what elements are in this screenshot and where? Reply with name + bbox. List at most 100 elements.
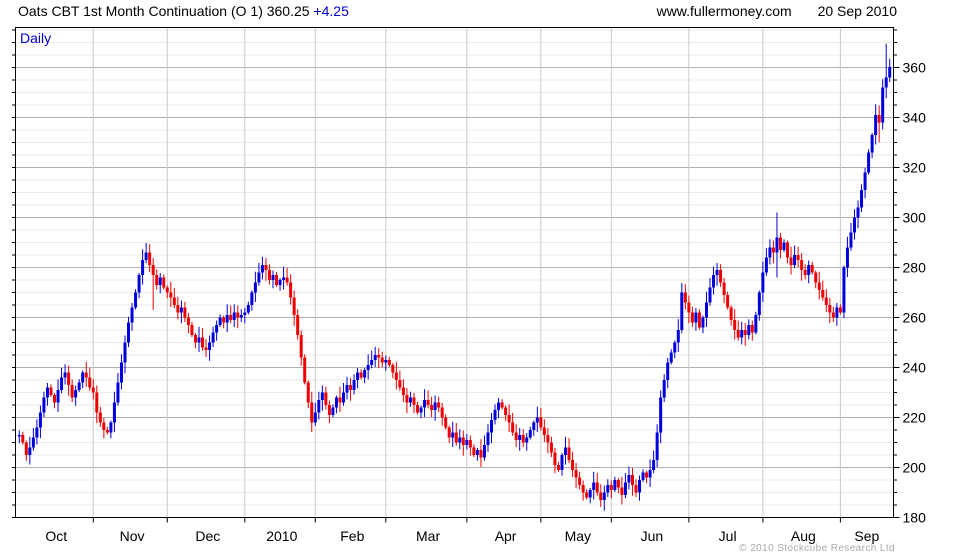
y-axis-label: 260	[903, 310, 927, 326]
price-bar	[585, 489, 589, 500]
price-bar	[729, 305, 733, 326]
price-bar	[454, 423, 458, 446]
x-axis-label: Apr	[495, 528, 517, 544]
price-bar	[821, 280, 825, 301]
x-axis-label: Sep	[854, 528, 879, 544]
plot-border	[15, 27, 894, 518]
price-bar	[123, 335, 127, 374]
price-bar	[652, 450, 656, 474]
price-bar	[197, 326, 201, 352]
price-bar	[306, 380, 310, 409]
y-axis-label: 240	[903, 360, 927, 376]
price-bar	[680, 283, 684, 334]
price-bar	[546, 428, 550, 454]
x-axis-label: 2010	[266, 528, 297, 544]
price-bar	[21, 431, 25, 445]
price-bar	[807, 260, 811, 284]
price-bar	[687, 295, 691, 324]
price-bar	[641, 469, 645, 482]
price-bar	[595, 473, 599, 496]
price-bar	[444, 414, 448, 430]
price-bar	[271, 270, 275, 289]
price-bar	[754, 311, 758, 335]
timeframe-label: Daily	[20, 30, 52, 46]
price-bar	[60, 368, 64, 394]
y-axis-label: 180	[903, 510, 927, 526]
price-bar	[338, 386, 342, 412]
price-bar	[162, 274, 166, 290]
price-bar	[532, 420, 536, 436]
y-axis-label: 200	[903, 460, 927, 476]
price-bar	[507, 404, 511, 432]
price-bar	[377, 348, 381, 369]
price-bar	[38, 405, 42, 439]
price-bar	[17, 430, 21, 444]
price-bar	[630, 468, 634, 496]
price-bar	[638, 475, 642, 501]
price-bar	[514, 424, 518, 447]
price-bar	[341, 383, 345, 406]
x-axis-label: Aug	[791, 528, 816, 544]
price-bar	[856, 200, 860, 229]
price-bar	[356, 368, 360, 389]
price-bar	[215, 320, 219, 341]
x-axis-label: Jul	[719, 528, 737, 544]
price-bar	[257, 263, 261, 286]
price-bar	[331, 404, 335, 417]
price-bar	[127, 316, 131, 347]
price-bar	[112, 391, 116, 432]
price-bar	[426, 390, 430, 409]
price-bar	[119, 354, 123, 390]
price-bar	[88, 368, 92, 391]
price-bar	[877, 105, 881, 143]
price-bar	[49, 384, 53, 397]
price-bar	[232, 304, 236, 327]
price-bar	[31, 428, 35, 451]
price-bars	[17, 43, 892, 511]
price-bar	[458, 429, 462, 450]
month-gridlines	[92, 27, 841, 518]
price-bar	[225, 304, 229, 332]
price-bar	[285, 268, 289, 286]
price-bar	[384, 355, 388, 371]
price-bar	[190, 321, 194, 337]
x-axis-label: May	[565, 528, 591, 544]
price-bar	[165, 285, 169, 299]
x-axis-label: Nov	[120, 528, 145, 544]
price-bar	[578, 471, 582, 490]
price-bar	[236, 305, 240, 329]
price-bar	[282, 266, 286, 290]
price-bar	[359, 369, 363, 380]
price-bar	[634, 479, 638, 497]
price-bar	[313, 403, 317, 426]
price-bar	[387, 356, 391, 367]
price-bar	[134, 289, 138, 310]
price-bar	[743, 323, 747, 346]
price-bar	[317, 391, 321, 420]
price-bar	[278, 278, 282, 291]
price-bar	[243, 308, 247, 324]
price-bar	[884, 43, 888, 99]
price-bar	[370, 350, 374, 369]
price-bar	[116, 373, 120, 406]
price-bar	[490, 413, 494, 444]
price-bar	[391, 363, 395, 379]
price-bar	[796, 246, 800, 267]
price-bar	[525, 433, 529, 451]
price-bar	[394, 361, 398, 390]
price-bar	[567, 438, 571, 464]
price-bar	[553, 448, 557, 474]
price-bar	[701, 315, 705, 334]
price-bar	[556, 461, 560, 472]
price-bar	[574, 463, 578, 489]
price-bar	[380, 351, 384, 367]
price-bar	[186, 313, 190, 334]
price-bar	[415, 401, 419, 415]
price-bar	[179, 300, 183, 324]
price-bar	[814, 270, 818, 289]
price-bar	[683, 284, 687, 310]
price-bar	[810, 261, 814, 275]
price-bar	[74, 385, 78, 406]
price-bar	[373, 346, 377, 367]
